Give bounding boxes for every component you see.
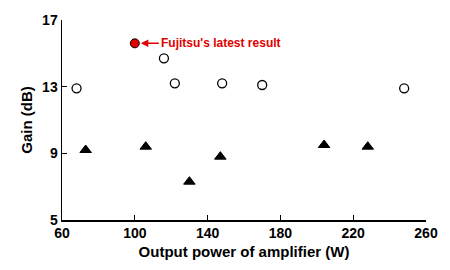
svg-text:13: 13 [42, 79, 58, 95]
svg-text:5: 5 [50, 212, 58, 228]
svg-text:Output power of amplifier (W): Output power of amplifier (W) [139, 243, 350, 260]
svg-text:Gain (dB): Gain (dB) [18, 86, 35, 154]
svg-text:140: 140 [196, 225, 220, 241]
svg-text:Fujitsu's latest result: Fujitsu's latest result [161, 36, 281, 50]
svg-text:9: 9 [50, 145, 58, 161]
svg-text:180: 180 [269, 225, 293, 241]
svg-text:60: 60 [54, 225, 70, 241]
svg-text:260: 260 [414, 225, 438, 241]
svg-text:100: 100 [123, 225, 147, 241]
svg-text:220: 220 [342, 225, 366, 241]
svg-text:17: 17 [42, 12, 58, 28]
